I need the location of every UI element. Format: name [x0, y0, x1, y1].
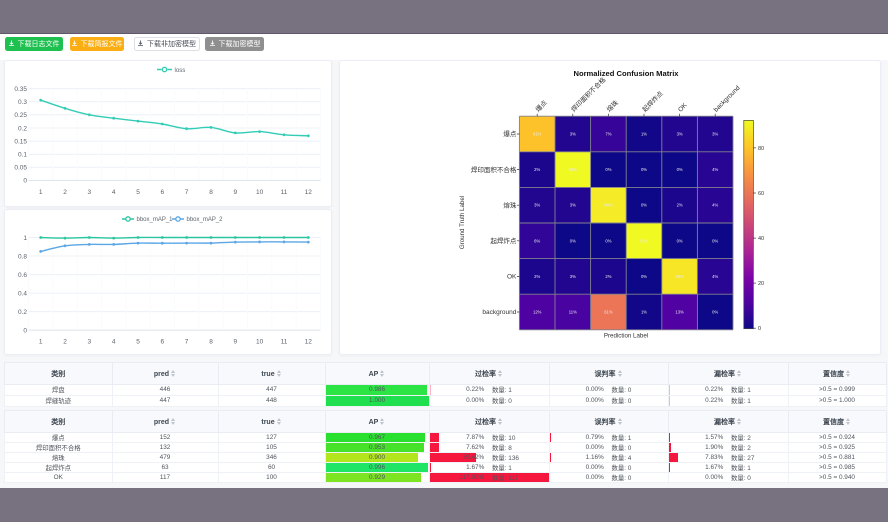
svg-text:1: 1: [39, 339, 43, 346]
svg-text:8: 8: [209, 189, 213, 196]
svg-text:12: 12: [305, 339, 313, 346]
svg-text:93%: 93%: [640, 238, 649, 243]
svg-text:81%: 81%: [533, 132, 542, 137]
svg-text:10: 10: [256, 339, 264, 346]
svg-text:4%: 4%: [712, 274, 718, 279]
svg-text:3%: 3%: [570, 274, 576, 279]
svg-text:OK: OK: [507, 274, 517, 281]
svg-text:3%: 3%: [677, 132, 683, 137]
svg-text:1%: 1%: [641, 132, 647, 137]
svg-text:3: 3: [87, 339, 91, 346]
svg-text:40: 40: [758, 236, 764, 242]
svg-text:bbox_mAP_1: bbox_mAP_1: [137, 217, 174, 223]
svg-text:background: background: [713, 84, 742, 113]
svg-text:4: 4: [112, 189, 116, 196]
svg-text:8: 8: [209, 339, 213, 346]
svg-text:9: 9: [233, 189, 237, 196]
svg-text:61%: 61%: [604, 310, 613, 315]
svg-text:80: 80: [758, 146, 764, 152]
svg-text:0%: 0%: [712, 238, 718, 243]
svg-text:93%: 93%: [569, 167, 578, 172]
svg-text:bbox_mAP_2: bbox_mAP_2: [187, 217, 224, 223]
svg-text:3%: 3%: [570, 203, 576, 208]
svg-text:12: 12: [305, 189, 313, 196]
svg-text:焊印面积不合格: 焊印面积不合格: [569, 75, 608, 114]
svg-text:2%: 2%: [534, 167, 540, 172]
svg-text:7: 7: [185, 339, 189, 346]
svg-text:7%: 7%: [605, 132, 611, 137]
svg-text:12%: 12%: [533, 310, 542, 315]
svg-text:7: 7: [185, 189, 189, 196]
svg-text:11: 11: [281, 339, 288, 346]
svg-text:90%: 90%: [604, 203, 613, 208]
svg-text:0%: 0%: [677, 238, 683, 243]
svg-text:5: 5: [136, 189, 140, 196]
svg-text:0.4: 0.4: [18, 290, 27, 297]
svg-text:4%: 4%: [712, 203, 718, 208]
svg-text:1: 1: [23, 235, 27, 242]
svg-text:爆点: 爆点: [503, 129, 517, 138]
svg-text:1: 1: [39, 189, 43, 196]
svg-text:Ground Truth Label: Ground Truth Label: [459, 196, 466, 249]
svg-text:0.6: 0.6: [18, 272, 27, 279]
svg-text:0.35: 0.35: [14, 86, 27, 93]
svg-text:0%: 0%: [570, 238, 576, 243]
svg-text:loss: loss: [175, 67, 186, 74]
svg-text:9: 9: [233, 339, 237, 346]
svg-text:2: 2: [63, 339, 67, 346]
svg-text:OK: OK: [677, 102, 689, 114]
svg-text:Prediction Label: Prediction Label: [604, 333, 648, 340]
svg-text:0: 0: [758, 326, 761, 332]
svg-text:0.2: 0.2: [18, 125, 27, 132]
svg-text:3: 3: [87, 189, 91, 196]
svg-text:4: 4: [112, 339, 116, 346]
svg-text:爆点: 爆点: [533, 98, 549, 114]
svg-text:0.2: 0.2: [18, 309, 27, 316]
svg-text:0.8: 0.8: [18, 253, 27, 260]
svg-text:11%: 11%: [569, 310, 577, 315]
svg-text:2%: 2%: [534, 274, 540, 279]
svg-text:6: 6: [160, 339, 164, 346]
svg-text:10: 10: [256, 189, 264, 196]
svg-text:1%: 1%: [641, 310, 647, 315]
svg-text:13%: 13%: [675, 310, 684, 315]
svg-text:0%: 0%: [605, 238, 611, 243]
svg-text:background: background: [482, 309, 516, 316]
svg-text:2: 2: [63, 189, 67, 196]
svg-text:6%: 6%: [534, 238, 540, 243]
svg-text:0%: 0%: [605, 167, 611, 172]
svg-text:熔珠: 熔珠: [604, 98, 620, 114]
svg-text:0.25: 0.25: [14, 112, 27, 119]
svg-text:3%: 3%: [534, 203, 540, 208]
svg-text:Normalized Confusion Matrix: Normalized Confusion Matrix: [573, 69, 679, 78]
svg-text:起焊炸点: 起焊炸点: [490, 236, 517, 245]
svg-text:89%: 89%: [675, 274, 684, 279]
svg-text:0%: 0%: [641, 203, 647, 208]
svg-text:6: 6: [160, 189, 164, 196]
svg-text:0.05: 0.05: [14, 165, 27, 172]
svg-text:60: 60: [758, 191, 764, 197]
svg-text:0: 0: [23, 327, 27, 334]
svg-text:起焊炸点: 起焊炸点: [640, 89, 665, 114]
svg-text:4%: 4%: [712, 167, 718, 172]
svg-text:0.3: 0.3: [18, 99, 27, 106]
svg-text:0%: 0%: [641, 274, 647, 279]
svg-text:5: 5: [136, 339, 140, 346]
svg-text:0%: 0%: [641, 167, 647, 172]
svg-text:3%: 3%: [712, 132, 718, 137]
svg-text:0.15: 0.15: [14, 138, 27, 145]
svg-text:11: 11: [281, 189, 288, 196]
svg-text:0.1: 0.1: [18, 152, 27, 159]
svg-text:0%: 0%: [712, 310, 718, 315]
svg-text:0: 0: [23, 178, 27, 185]
svg-text:2%: 2%: [677, 203, 683, 208]
svg-text:3%: 3%: [570, 132, 576, 137]
svg-text:0%: 0%: [677, 167, 683, 172]
svg-text:熔珠: 熔珠: [503, 200, 517, 209]
svg-text:2%: 2%: [605, 274, 611, 279]
svg-text:20: 20: [758, 281, 764, 287]
svg-text:焊印面积不合格: 焊印面积不合格: [471, 165, 517, 174]
